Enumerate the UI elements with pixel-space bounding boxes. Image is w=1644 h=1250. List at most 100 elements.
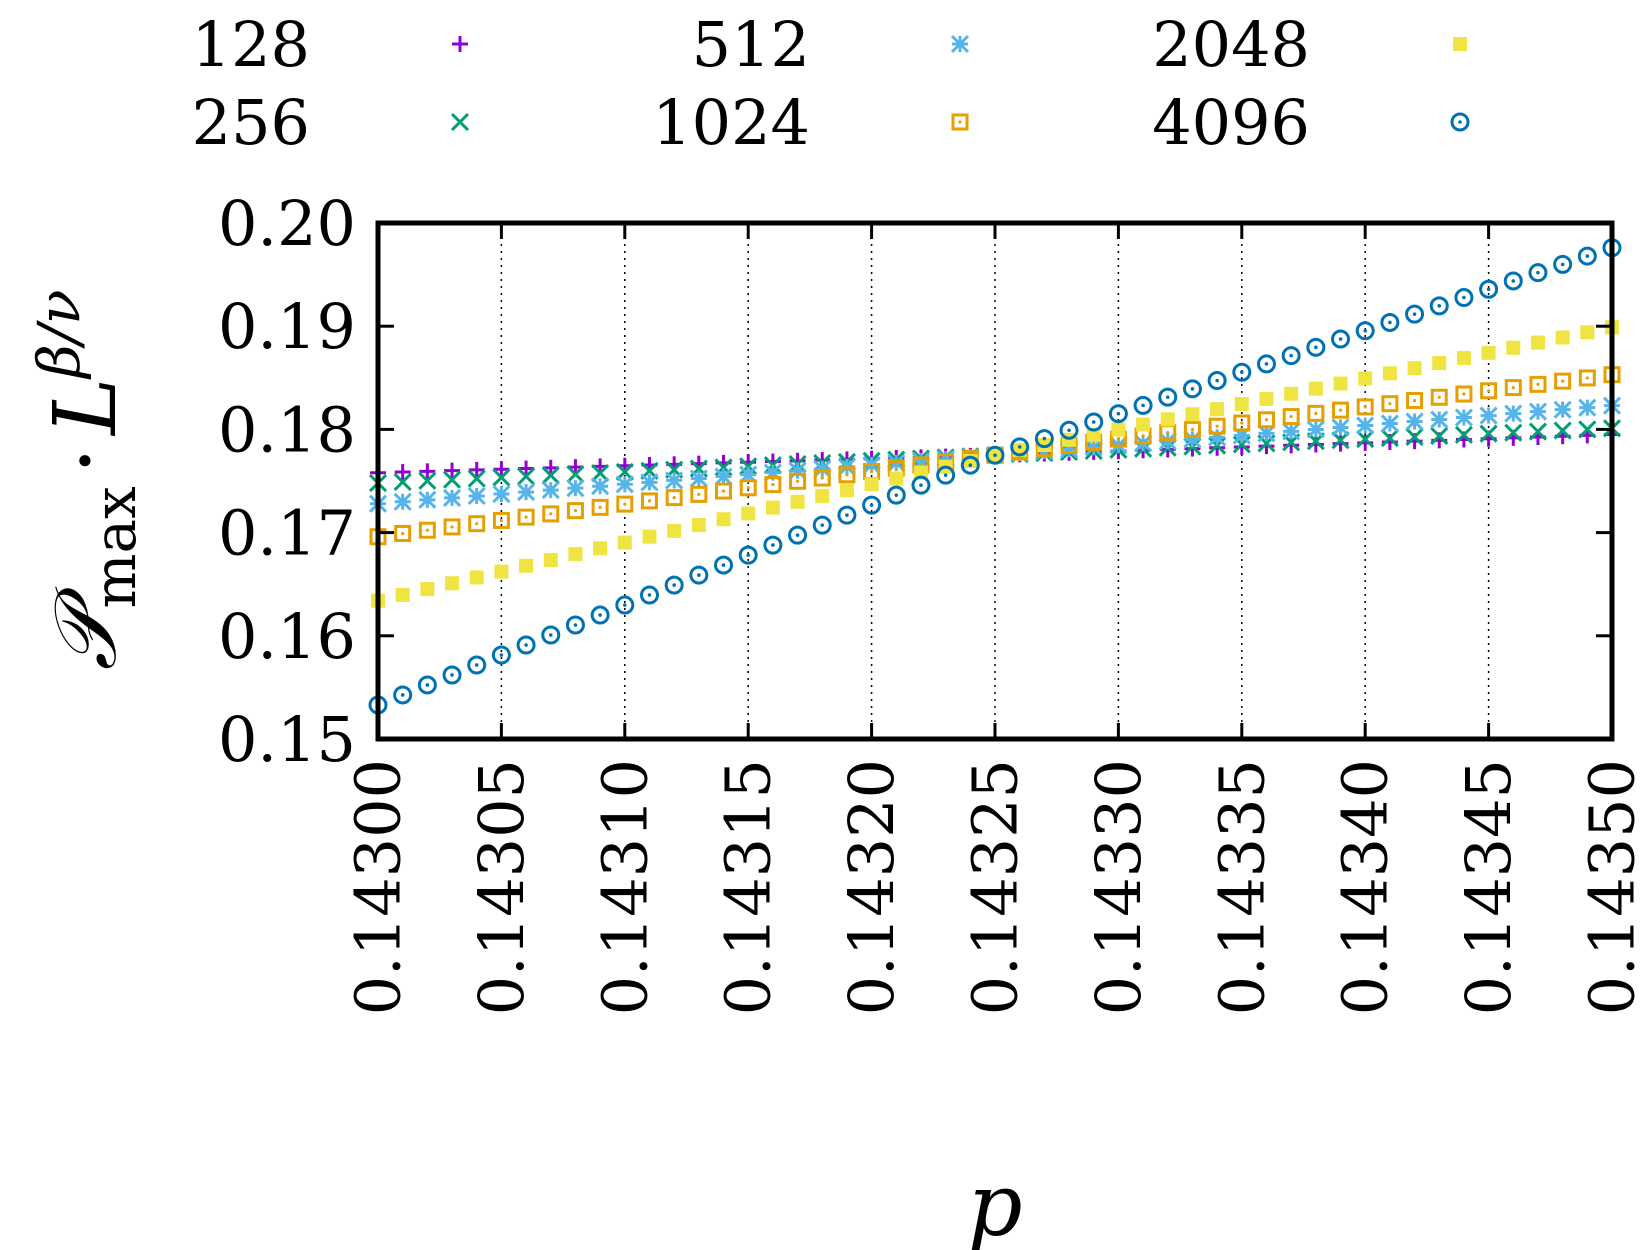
marker-cross (1504, 423, 1523, 442)
marker-open-circle (1108, 404, 1128, 424)
marker-open-square (616, 495, 634, 513)
marker-center-dot (1338, 408, 1343, 412)
marker-center-dot (1487, 389, 1491, 393)
marker-open-circle (1450, 112, 1470, 132)
marker-star (517, 483, 536, 502)
marker-cross (1578, 420, 1597, 439)
marker-center-dot (524, 515, 528, 519)
marker-open-circle (1528, 263, 1548, 283)
legend-label: 2048 (1152, 8, 1310, 81)
marker-open-circle (1084, 412, 1104, 432)
legend-entry-2048: 2048 (1152, 8, 1467, 81)
marker-center-dot (1486, 287, 1491, 292)
marker-open-circle (1331, 329, 1351, 349)
marker-open-square (1381, 395, 1399, 413)
marker-star (541, 481, 560, 500)
marker-open-square (1356, 398, 1374, 416)
marker-open-circle (936, 465, 956, 485)
legend-entry-256: 256 (192, 86, 470, 159)
marker-center-dot (771, 482, 775, 487)
marker-filled-square (839, 483, 854, 498)
marker-filled-square (1185, 407, 1200, 422)
marker-filled-square (445, 576, 460, 591)
marker-open-circle (1355, 321, 1375, 341)
marker-open-square (1504, 379, 1522, 397)
marker-center-dot (1166, 431, 1170, 435)
x-axis: 0.14300 0.14305 0.14310 0.14315 0.14320 0.143… (342, 223, 1644, 1015)
marker-open-square (1578, 369, 1596, 387)
marker-open-square (1233, 414, 1251, 432)
marker-center-dot (1338, 337, 1343, 341)
marker-center-dot (1165, 395, 1170, 399)
marker-star (1405, 412, 1424, 431)
marker-open-circle (1010, 437, 1030, 457)
marker-open-circle (911, 475, 931, 495)
marker-filled-square (1160, 412, 1175, 427)
y-tick-label: 0.15 (218, 703, 356, 776)
marker-cross (541, 466, 560, 485)
marker-center-dot (1264, 362, 1269, 366)
marker-center-dot (1412, 398, 1417, 403)
marker-open-circle (1034, 429, 1054, 449)
legend-label: 256 (192, 86, 310, 159)
marker-filled-square (593, 541, 608, 556)
marker-center-dot (1042, 436, 1047, 441)
marker-open-circle (417, 675, 437, 695)
marker-star (1430, 410, 1449, 429)
marker-star (1528, 402, 1548, 421)
marker-open-circle (738, 545, 758, 565)
marker-open-square (1406, 391, 1424, 409)
marker-star (442, 488, 462, 507)
marker-open-circle (1182, 379, 1202, 399)
marker-open-circle (491, 645, 511, 665)
marker-open-circle (664, 575, 684, 595)
marker-open-circle (639, 585, 659, 605)
marker-cross (492, 468, 511, 487)
marker-center-dot (1511, 279, 1516, 283)
marker-center-dot (475, 522, 479, 526)
marker-cross (1405, 427, 1424, 447)
marker-open-circle (985, 445, 1005, 465)
marker-filled-square (815, 488, 830, 503)
marker-open-circle (788, 525, 808, 545)
marker-open-square (640, 492, 658, 510)
marker-center-dot (573, 623, 578, 627)
marker-open-square (665, 489, 683, 507)
marker-center-dot (795, 479, 800, 483)
marker-open-square (443, 518, 461, 536)
marker-center-dot (1017, 445, 1022, 449)
marker-center-dot (623, 603, 627, 607)
legend-label: 4096 (1152, 86, 1310, 159)
marker-open-circle (689, 565, 709, 585)
marker-center-dot (795, 533, 800, 537)
marker-center-dot (919, 483, 923, 487)
marker-filled-square (1506, 340, 1521, 355)
marker-center-dot (1363, 405, 1367, 409)
marker-center-dot (1289, 353, 1293, 358)
marker-center-dot (870, 469, 874, 474)
marker-cross (1454, 425, 1473, 444)
y-label-dot: · (36, 447, 136, 474)
y-tick-label: 0.19 (218, 290, 356, 363)
marker-star (1331, 418, 1350, 437)
marker-filled-square (1259, 391, 1274, 406)
marker-star (418, 490, 437, 509)
marker-open-square (813, 469, 831, 487)
marker-center-dot (845, 473, 849, 477)
marker-center-dot (450, 525, 454, 529)
marker-filled-square (913, 465, 928, 480)
legend-entry-512: 512 (692, 8, 970, 81)
marker-cross (517, 467, 536, 486)
data-points (368, 238, 1622, 715)
marker-center-dot (598, 613, 602, 617)
x-tick-label: 0.14345 (1452, 759, 1525, 1015)
marker-filled-square (1432, 356, 1447, 371)
marker-star (714, 467, 733, 486)
marker-open-circle (714, 555, 734, 575)
marker-filled-square (1037, 437, 1052, 452)
marker-open-circle (1306, 337, 1326, 357)
marker-open-circle (442, 665, 462, 685)
marker-open-circle (590, 605, 610, 625)
y-label-sup: β/ν (25, 289, 93, 379)
marker-center-dot (1561, 379, 1565, 383)
